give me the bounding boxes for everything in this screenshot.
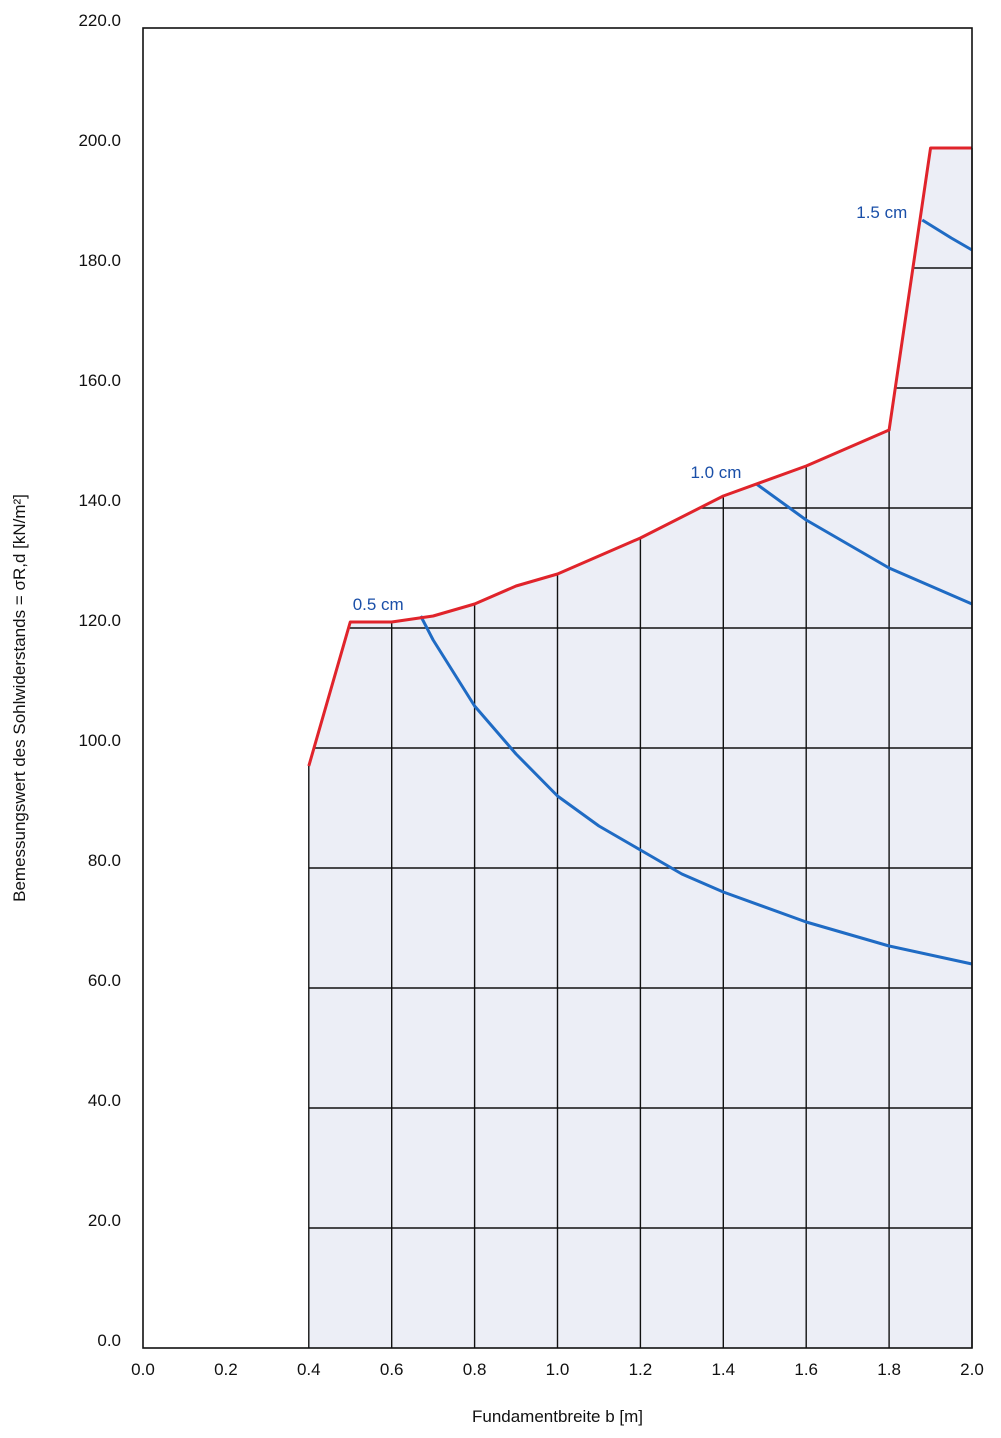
settlement-curve-3 [921, 218, 973, 252]
settlement-curve-1 [419, 615, 973, 966]
y-tick-label: 140.0 [78, 491, 121, 510]
y-tick-label: 0.0 [97, 1331, 121, 1350]
y-tick-label: 60.0 [88, 971, 121, 990]
y-tick-label: 160.0 [78, 371, 121, 390]
y-tick-label: 40.0 [88, 1091, 121, 1110]
y-tick-label: 200.0 [78, 131, 121, 150]
x-tick-label: 1.4 [711, 1360, 735, 1379]
x-tick-label: 2.0 [960, 1360, 984, 1379]
y-tick-label: 80.0 [88, 851, 121, 870]
x-tick-label: 0.6 [380, 1360, 404, 1379]
x-tick-label: 1.2 [629, 1360, 653, 1379]
curve-label-3: 1.5 cm [856, 203, 907, 222]
labels: 0.5 cm 1.0 cm 1.5 cm [353, 203, 908, 614]
boundary-line [307, 146, 972, 767]
x-tick-label: 0.8 [463, 1360, 487, 1379]
x-tick-label: 0.0 [131, 1360, 155, 1379]
settlement-curves [419, 218, 973, 966]
plot-frame [142, 27, 973, 1349]
boundary-layer [307, 146, 972, 767]
y-tick-label: 120.0 [78, 611, 121, 630]
curve-label-2: 1.0 cm [690, 463, 741, 482]
axes: 0.0 0.2 0.4 0.6 0.8 1.0 1.2 1.4 1.6 1.8 2.0 0.0 20.0… [78, 11, 983, 1379]
settlement-curve-2 [755, 482, 973, 606]
y-tick-label: 180.0 [78, 251, 121, 270]
y-tick-label: 100.0 [78, 731, 121, 750]
grid [308, 147, 973, 1348]
curve-label-1: 0.5 cm [353, 595, 404, 614]
x-tick-label: 0.2 [214, 1360, 238, 1379]
x-tick-label: 1.0 [546, 1360, 570, 1379]
y-tick-label: 20.0 [88, 1211, 121, 1230]
x-tick-label: 1.8 [877, 1360, 901, 1379]
x-axis-label: Fundamentbreite b [m] [472, 1407, 643, 1426]
y-tick-label: 220.0 [78, 11, 121, 30]
y-axis-label: Bemessungswert des Sohlwiderstands = σR,… [10, 494, 29, 902]
x-tick-label: 1.6 [794, 1360, 818, 1379]
x-tick-label: 0.4 [297, 1360, 321, 1379]
